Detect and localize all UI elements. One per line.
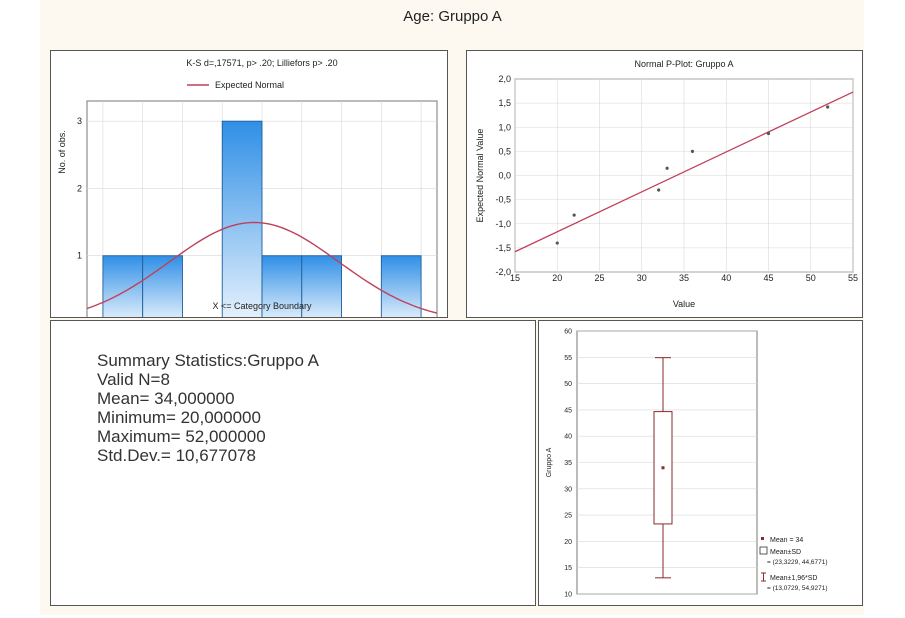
x-tick-label: 20 <box>552 273 562 283</box>
pplot-panel: Normal P-Plot: Gruppo A -2,0 -1,5 -1,0 -0,5 0… <box>466 50 863 318</box>
histogram-bar <box>221 120 263 317</box>
legend-sd-box-icon <box>759 546 768 555</box>
figure-title: Age: Gruppo A <box>403 8 502 25</box>
x-tick-label: 35 <box>679 273 689 283</box>
y-tick-label: 2,0 <box>498 74 511 84</box>
x-tick-label: 50 <box>806 273 816 283</box>
histogram-bar <box>261 255 303 317</box>
legend-mean-marker <box>761 537 764 540</box>
data-point <box>826 105 830 109</box>
box-plot: 10 15 20 25 30 35 40 45 50 55 60 Gruppo A Mean = 34 M… <box>546 329 828 599</box>
y-tick-label: 15 <box>564 565 572 572</box>
legend-whisker-range: = (13,0729, 54,9271) <box>767 585 828 592</box>
y-tick-label: 55 <box>564 355 572 362</box>
summary-mean: Mean= 34,000000 <box>97 389 235 408</box>
summary-minimum: Minimum= 20,000000 <box>97 408 261 427</box>
y-tick-label: -1,0 <box>495 219 511 229</box>
data-point <box>665 166 669 170</box>
y-tick-label: 0,0 <box>498 171 511 181</box>
y-tick-label: 50 <box>564 381 572 388</box>
y-tick-label: 3 <box>77 116 82 126</box>
y-tick-label: -1,5 <box>495 243 511 253</box>
histogram-bar <box>301 255 342 317</box>
y-tick-label: 1,5 <box>498 98 511 108</box>
x-tick-label: 55 <box>848 273 858 283</box>
legend-label-expected-normal: Expected Normal <box>215 80 284 90</box>
legend-mean-label: Mean = 34 <box>770 537 803 544</box>
y-tick-label: 10 <box>564 592 572 599</box>
y-tick-label: -0,5 <box>495 195 511 205</box>
y-axis-label: No. of obs. <box>57 130 67 174</box>
histogram-title: K-S d=,17571, p> .20; Lilliefors p> .20 <box>186 58 337 68</box>
expected-normal-curve <box>86 221 438 314</box>
data-point <box>572 213 576 217</box>
boxplot-panel: 10 15 20 25 30 35 40 45 50 55 60 Gruppo A Mean = 34 M… <box>538 320 863 606</box>
summary-statistics: Summary Statistics:Gruppo A Valid N=8 Me… <box>97 351 319 465</box>
legend-sd-range: = (23,3229, 44,6771) <box>767 559 828 566</box>
summary-valid-n: Valid N=8 <box>97 370 170 389</box>
y-tick-label: 1 <box>77 251 82 261</box>
x-tick-label: 45 <box>763 273 773 283</box>
y-tick-label: 25 <box>564 513 572 520</box>
data-point <box>657 188 661 192</box>
legend-whisker-label: Mean±1,96*SD <box>770 575 817 582</box>
y-tick-label: 45 <box>564 407 572 414</box>
x-tick-label: 15 <box>510 273 520 283</box>
histogram-bar <box>380 255 422 317</box>
legend-sd-label: Mean±SD <box>770 549 801 556</box>
y-tick-label: 0,5 <box>498 146 511 156</box>
pplot-title: Normal P-Plot: Gruppo A <box>634 59 733 69</box>
summary-panel: Summary Statistics:Gruppo A Valid N=8 Me… <box>50 320 536 606</box>
y-tick-label: 20 <box>564 539 572 546</box>
x-axis-label: Value <box>673 299 695 309</box>
x-axis-label: X <= Category Boundary <box>212 301 312 311</box>
histogram-chart: K-S d=,17571, p> .20; Lilliefors p> .20 E… <box>57 58 438 317</box>
normal-probability-plot: Normal P-Plot: Gruppo A -2,0 -1,5 -1,0 -0,5 0… <box>475 59 858 309</box>
y-axis-label: Expected Normal Value <box>475 129 485 223</box>
summary-title: Summary Statistics:Gruppo A <box>97 351 320 370</box>
reference-line <box>514 91 854 253</box>
data-point <box>766 131 771 136</box>
y-tick-label: -2,0 <box>495 267 511 277</box>
y-axis-label: Gruppo A <box>546 447 553 477</box>
y-tick-label: 2 <box>77 183 82 193</box>
mean-marker <box>661 466 665 470</box>
x-tick-label: 25 <box>594 273 604 283</box>
y-tick-label: 30 <box>564 486 572 493</box>
y-tick-label: 60 <box>564 329 572 336</box>
histogram-panel: K-S d=,17571, p> .20; Lilliefors p> .20 E… <box>50 50 448 318</box>
data-point <box>690 149 695 153</box>
x-tick-label: 40 <box>721 273 731 283</box>
data-point <box>555 241 559 245</box>
y-tick-label: 35 <box>564 460 572 467</box>
summary-std-dev: Std.Dev.= 10,677078 <box>97 446 256 465</box>
y-tick-label: 1,0 <box>498 122 511 132</box>
x-tick-label: 30 <box>637 273 647 283</box>
summary-maximum: Maximum= 52,000000 <box>97 427 266 446</box>
histogram-bar <box>102 255 144 317</box>
histogram-bar <box>142 255 183 317</box>
y-tick-label: 40 <box>564 434 572 441</box>
